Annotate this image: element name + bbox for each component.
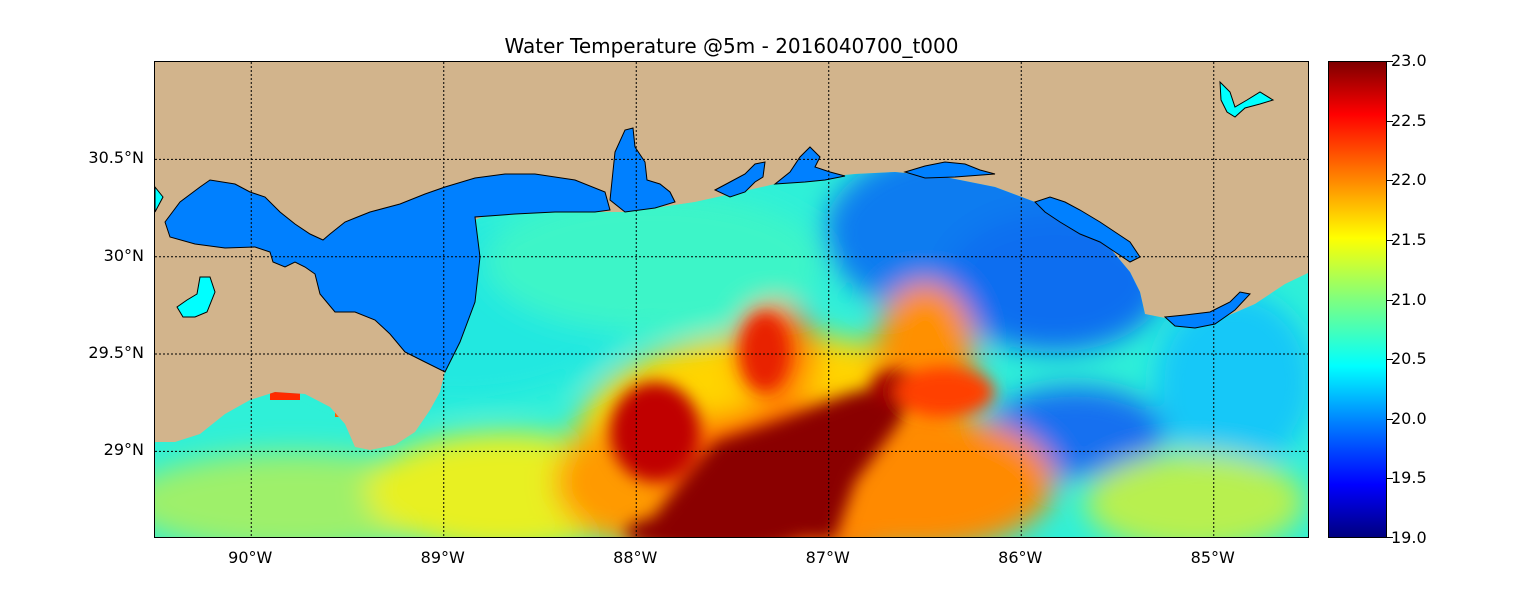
lon-tick-label: 90°W [228, 548, 273, 567]
colorbar-tick-mark [1387, 537, 1393, 538]
colorbar-tick-mark [1387, 478, 1393, 480]
map-panel [154, 61, 1309, 538]
colorbar-tick-label: 21.5 [1391, 229, 1427, 249]
colorbar-tick-mark [1387, 359, 1393, 361]
colorbar-tick-mark [1387, 418, 1393, 420]
map-title: Water Temperature @5m - 2016040700_t000 [504, 34, 959, 58]
lat-tick-label: 29°N [103, 440, 144, 460]
colorbar-tick-label: 22.0 [1391, 170, 1427, 190]
colorbar [1328, 61, 1387, 538]
lat-tick-label: 29.5°N [88, 343, 144, 363]
colorbar-tick-label: 22.5 [1391, 110, 1427, 130]
colorbar-tick-label: 19.5 [1391, 468, 1427, 488]
lon-tick-label: 89°W [420, 548, 465, 567]
colorbar-tick-mark [1387, 120, 1393, 122]
graticule [155, 62, 1308, 537]
colorbar-tick-mark [1387, 239, 1393, 241]
lon-tick-label: 85°W [1190, 548, 1235, 567]
colorbar-tick-label: 21.0 [1391, 289, 1427, 309]
lon-tick-label: 87°W [805, 548, 850, 567]
colorbar-tick-label: 20.5 [1391, 349, 1427, 369]
lat-tick-label: 30°N [103, 245, 144, 265]
lon-tick-label: 88°W [613, 548, 658, 567]
colorbar-tick-mark [1387, 180, 1393, 182]
inland-water [155, 80, 1275, 373]
lat-tick-label: 30.5°N [88, 148, 144, 168]
colorbar-tick-label: 23.0 [1391, 51, 1427, 70]
colorbar-tick-mark [1387, 299, 1393, 301]
colorbar-tick-mark [1387, 61, 1393, 62]
colorbar-tick-label: 20.0 [1391, 408, 1427, 428]
lon-tick-label: 86°W [998, 548, 1043, 567]
colorbar-tick-label: 19.0 [1391, 528, 1427, 547]
temperature-map [155, 62, 1308, 537]
